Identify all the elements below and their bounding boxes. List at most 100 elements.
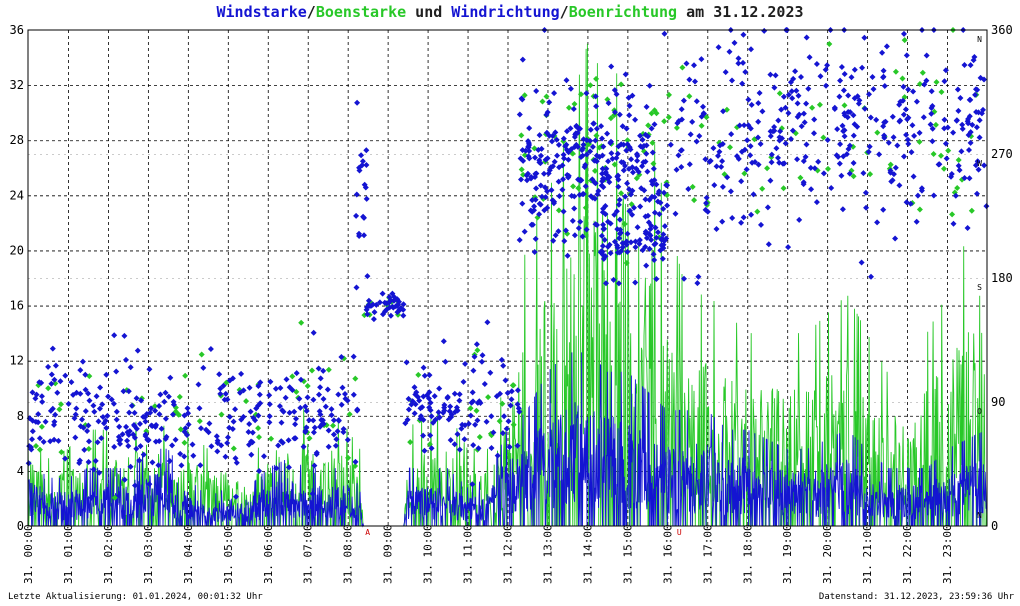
wind-direction-point (221, 396, 228, 403)
wind-direction-point (62, 372, 69, 379)
wind-direction-point (556, 193, 563, 200)
wind-direction-point (560, 176, 566, 183)
x-tick-label: 31. 04:00 (182, 524, 195, 584)
wind-direction-point (28, 446, 35, 453)
wind-direction-point (916, 129, 923, 136)
wind-direction-point (913, 98, 920, 105)
wind-direction-point (494, 452, 501, 459)
wind-direction-point (614, 173, 621, 180)
wind-direction-point (796, 216, 803, 223)
wind-direction-point (717, 142, 723, 149)
wind-direction-point (570, 106, 577, 112)
wind-direction-point (519, 200, 526, 207)
wind-direction-point (65, 400, 72, 407)
wind-direction-point (606, 241, 613, 248)
wind-direction-point (420, 364, 427, 371)
gust-direction-point (58, 449, 65, 456)
wind-direction-point (146, 481, 153, 488)
wind-direction-point (663, 235, 670, 242)
wind-direction-point (279, 439, 286, 446)
wind-direction-point (789, 127, 796, 134)
wind-direction-point (807, 164, 814, 171)
wind-direction-point (648, 222, 655, 229)
wind-direction-point (522, 147, 529, 154)
wind-direction-point (521, 228, 528, 235)
wind-direction-point (256, 468, 263, 474)
wind-direction-point (483, 418, 490, 425)
wind-direction-point (908, 149, 915, 156)
wind-direction-point (531, 249, 538, 255)
wind-direction-point (561, 155, 567, 162)
x-tick-label: 31. 14:00 (581, 524, 594, 584)
wind-direction-point (79, 358, 86, 365)
wind-direction-point (246, 441, 252, 448)
gust-direction-point (759, 185, 766, 192)
x-tick-label: 31. 06:00 (262, 524, 275, 584)
gust-direction-point (243, 398, 250, 405)
wind-direction-point (850, 112, 857, 119)
gust-direction-point (648, 110, 655, 117)
wind-direction-point (266, 419, 273, 426)
wind-direction-point (628, 156, 635, 163)
wind-direction-point (724, 174, 731, 181)
wind-direction-point (598, 232, 605, 239)
gust-direction-point (945, 147, 952, 154)
wind-direction-point (461, 436, 468, 443)
wind-direction-point (910, 88, 917, 95)
wind-direction-point (84, 428, 91, 434)
wind-direction-point (950, 129, 957, 136)
wind-direction-point (311, 462, 318, 469)
wind-direction-point (48, 380, 55, 387)
wind-direction-point (103, 425, 110, 431)
wind-direction-point (207, 346, 214, 352)
wind-direction-point (657, 199, 664, 206)
wind-direction-point (155, 462, 162, 469)
wind-direction-point (149, 459, 156, 466)
wind-direction-point (245, 429, 252, 435)
wind-direction-point (189, 441, 196, 448)
wind-direction-point (426, 372, 433, 379)
wind-direction-point (896, 182, 903, 189)
wind-direction-point (567, 125, 574, 132)
wind-direction-point (840, 87, 847, 94)
wind-direction-point (216, 371, 223, 378)
wind-direction-point (595, 188, 602, 194)
y-left-tick-label: 0 (17, 519, 24, 533)
gust-direction-point (499, 400, 506, 407)
wind-direction-point (559, 162, 566, 169)
wind-direction-point (904, 116, 911, 123)
wind-direction-point (907, 200, 914, 207)
gust-direction-point (624, 137, 631, 144)
wind-direction-point (623, 125, 630, 132)
wind-direction-point (846, 170, 853, 177)
wind-direction-point (683, 60, 690, 67)
wind-direction-point (592, 195, 598, 202)
wind-direction-point (363, 306, 370, 313)
wind-direction-point (835, 153, 842, 160)
wind-direction-point (813, 61, 820, 67)
wind-direction-point (881, 83, 888, 89)
wind-direction-point (607, 140, 614, 146)
wind-direction-point (108, 396, 115, 403)
wind-direction-point (474, 417, 481, 424)
wind-direction-point (238, 416, 245, 423)
wind-direction-point (876, 151, 883, 158)
wind-direction-point (52, 362, 59, 369)
wind-direction-point (40, 438, 47, 445)
wind-direction-point (573, 141, 580, 148)
wind-direction-point (981, 76, 987, 83)
wind-direction-point (85, 422, 92, 429)
wind-direction-point (648, 236, 655, 243)
wind-direction-point (133, 395, 140, 402)
wind-direction-point (554, 152, 561, 159)
wind-direction-point (619, 123, 626, 130)
wind-direction-point (514, 387, 521, 394)
wind-direction-point (874, 219, 881, 226)
wind-direction-point (695, 273, 702, 280)
wind-direction-point (768, 159, 775, 166)
compass-label: W (977, 159, 982, 168)
wind-direction-point (306, 417, 313, 424)
wind-direction-point (565, 156, 572, 163)
gust-direction-point (968, 207, 975, 214)
